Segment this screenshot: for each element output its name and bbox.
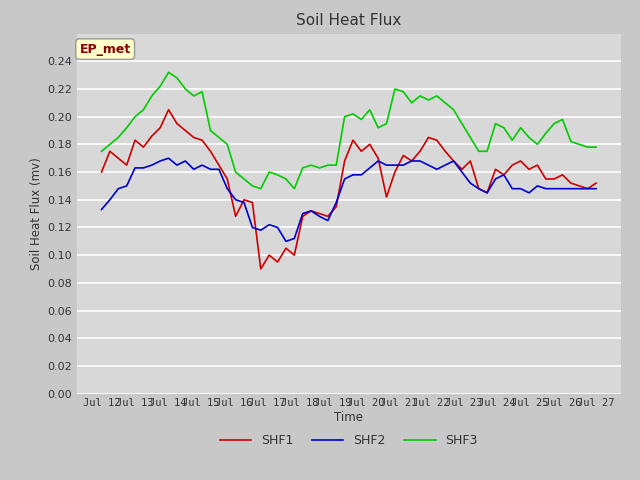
SHF1 <box>282 245 290 251</box>
Y-axis label: Soil Heat Flux (mv): Soil Heat Flux (mv) <box>30 157 43 270</box>
SHF2 <box>424 162 432 168</box>
Line: SHF1: SHF1 <box>102 110 596 269</box>
Line: SHF3: SHF3 <box>102 72 596 189</box>
SHF3 <box>232 169 239 175</box>
SHF1 <box>592 180 600 186</box>
SHF2 <box>274 225 282 230</box>
SHF3 <box>424 97 432 103</box>
SHF2 <box>248 225 256 230</box>
SHF1 <box>274 259 282 265</box>
SHF2 <box>164 156 172 161</box>
SHF2 <box>190 167 198 172</box>
SHF1 <box>424 134 432 140</box>
SHF3 <box>282 176 290 182</box>
SHF2 <box>592 186 600 192</box>
SHF1 <box>98 169 106 175</box>
SHF2 <box>232 197 239 203</box>
SHF3 <box>164 70 172 75</box>
X-axis label: Time: Time <box>334 411 364 424</box>
SHF3 <box>248 183 256 189</box>
SHF3 <box>592 144 600 150</box>
Legend: SHF1, SHF2, SHF3: SHF1, SHF2, SHF3 <box>214 429 483 452</box>
SHF1 <box>232 214 239 219</box>
Line: SHF2: SHF2 <box>102 158 596 241</box>
Text: EP_met: EP_met <box>79 43 131 56</box>
SHF2 <box>98 206 106 212</box>
SHF3 <box>257 186 264 192</box>
SHF2 <box>266 222 273 228</box>
SHF3 <box>274 172 282 178</box>
SHF1 <box>248 200 256 205</box>
SHF3 <box>98 148 106 154</box>
SHF2 <box>282 239 290 244</box>
SHF1 <box>190 134 198 140</box>
Title: Soil Heat Flux: Soil Heat Flux <box>296 13 401 28</box>
SHF3 <box>190 93 198 99</box>
SHF1 <box>257 266 264 272</box>
SHF1 <box>164 107 172 113</box>
